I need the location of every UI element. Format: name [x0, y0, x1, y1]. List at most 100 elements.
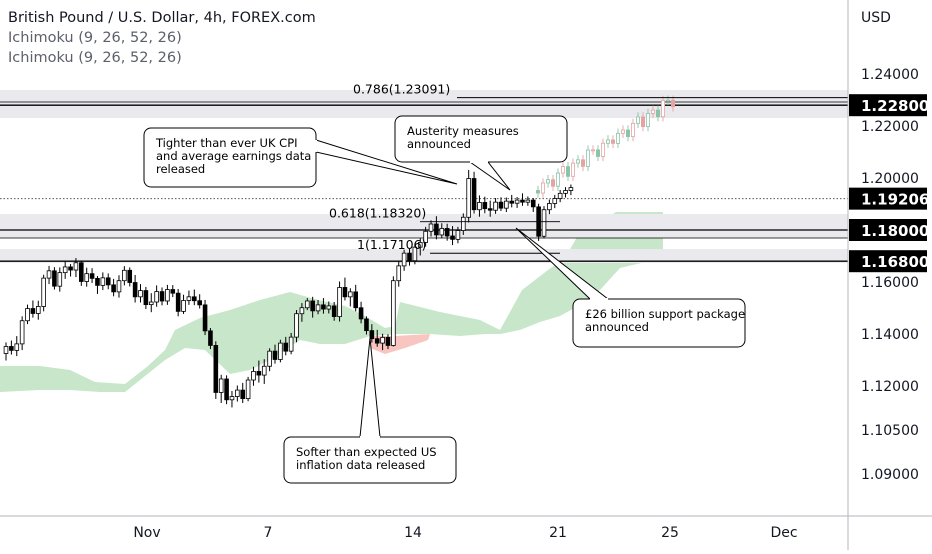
- candle: [331, 302, 337, 321]
- candle-body: [256, 371, 262, 376]
- candle: [100, 272, 106, 291]
- candle-body: [530, 199, 536, 208]
- x-tick-label: Dec: [770, 525, 797, 541]
- candle: [127, 267, 133, 287]
- projection-candle: [561, 166, 566, 174]
- candle: [14, 336, 20, 357]
- candle: [57, 267, 63, 292]
- candle-body: [62, 266, 68, 274]
- candle-body: [100, 277, 106, 286]
- candle-body: [186, 296, 192, 301]
- candle: [380, 333, 385, 351]
- candle-body: [471, 178, 477, 211]
- candle: [35, 300, 41, 320]
- candle: [235, 385, 240, 402]
- candle-body: [310, 300, 315, 312]
- candle: [455, 226, 461, 244]
- candle: [342, 277, 348, 301]
- candle: [240, 382, 246, 404]
- callout-support-package-box: [572, 298, 746, 348]
- candle: [62, 260, 68, 279]
- candle-body: [68, 266, 73, 271]
- candle: [520, 193, 525, 206]
- candle: [568, 184, 574, 196]
- candle-body: [116, 280, 122, 293]
- y-tick-label: 1.16000: [861, 275, 919, 291]
- candle: [148, 293, 154, 313]
- candle: [541, 206, 547, 239]
- candle: [41, 274, 46, 312]
- candle-body: [374, 338, 380, 344]
- candle-body: [170, 289, 176, 294]
- candle: [95, 276, 100, 294]
- candle-body: [197, 300, 202, 306]
- candle: [105, 273, 111, 290]
- candle-body: [278, 342, 283, 360]
- candle-body: [509, 200, 515, 204]
- projection-candle: [556, 172, 561, 187]
- candle: [256, 360, 262, 383]
- y-tick-label: 1.12000: [861, 379, 919, 395]
- candle: [218, 374, 224, 404]
- candle-body: [444, 228, 450, 237]
- candle-body: [294, 313, 299, 338]
- y-tick-label: 1.20000: [861, 171, 919, 187]
- price-badge: [849, 187, 927, 210]
- candle: [450, 226, 455, 246]
- projection-candle: [666, 99, 671, 102]
- candle-body: [380, 336, 385, 344]
- candle: [197, 294, 202, 309]
- candle: [304, 298, 310, 311]
- candle-body: [391, 280, 396, 346]
- candle: [278, 339, 283, 363]
- candle-body: [41, 277, 46, 307]
- fib-label-1: 0.618(1.18320): [329, 206, 426, 221]
- candle-body: [165, 289, 170, 302]
- candle-body: [9, 346, 14, 351]
- candle-body: [95, 277, 100, 286]
- candle: [477, 195, 482, 217]
- projection-candle: [571, 162, 576, 177]
- candle: [181, 294, 186, 314]
- candle: [154, 285, 159, 307]
- candle: [294, 310, 299, 343]
- candle: [46, 265, 52, 285]
- candle-body: [261, 365, 267, 376]
- candle: [251, 366, 256, 386]
- candle: [401, 249, 407, 271]
- candle-body: [111, 284, 116, 293]
- candle: [407, 247, 412, 266]
- candle-body: [498, 201, 504, 209]
- projection-candle: [601, 142, 606, 157]
- callout-us-inflation-pointer: [359, 337, 381, 438]
- candle: [487, 200, 493, 217]
- indicator-label-2[interactable]: Ichimoku (9, 26, 52, 26): [8, 50, 182, 66]
- candle: [471, 171, 477, 214]
- candle: [337, 281, 342, 322]
- candle-body: [224, 378, 229, 401]
- candle-body: [235, 389, 240, 397]
- candle-body: [428, 223, 434, 232]
- candle-body: [417, 242, 423, 248]
- projection-candle: [646, 113, 651, 128]
- candle-body: [552, 198, 558, 204]
- y-unit-label: USD: [861, 10, 891, 26]
- candle: [208, 328, 213, 350]
- projection-candle: [536, 190, 541, 194]
- candle-body: [35, 306, 41, 314]
- candle-body: [385, 336, 391, 346]
- indicator-label-1[interactable]: Ichimoku (9, 26, 52, 26): [8, 30, 182, 46]
- symbol-title[interactable]: British Pound / U.S. Dollar, 4h, FOREX.c…: [8, 10, 316, 26]
- candle-body: [105, 277, 111, 286]
- projection-candle: [551, 179, 556, 187]
- projection-candle: [631, 122, 636, 137]
- zone-1.228: [0, 90, 848, 118]
- candle-body: [89, 273, 95, 279]
- candle-body: [455, 230, 461, 240]
- candle-body: [127, 269, 133, 283]
- candle: [229, 390, 235, 408]
- candle: [412, 243, 418, 265]
